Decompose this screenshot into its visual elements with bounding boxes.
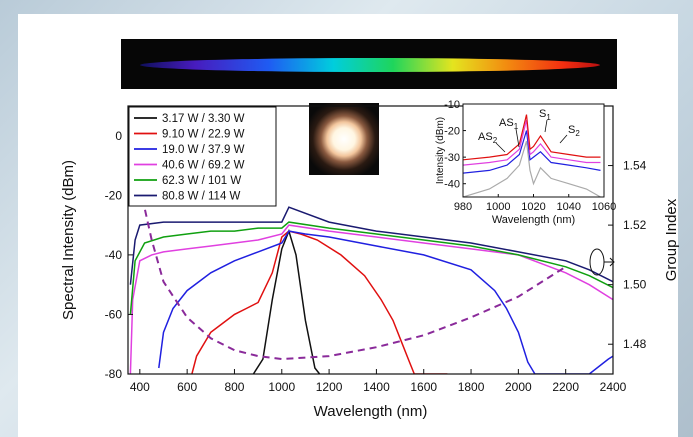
inset-x-tick-label: 1020: [521, 201, 545, 213]
spectrum-line-1: [252, 228, 321, 374]
legend-box: [128, 106, 277, 207]
y-tick-label: 0: [115, 129, 122, 143]
x-tick-label: 600: [177, 380, 197, 394]
inset-x-tick-label: 1000: [486, 201, 510, 213]
x-tick-label: 1800: [458, 380, 485, 394]
inset-annotation-arrow: [559, 134, 568, 144]
legend-label: 9.10 W / 22.9 W: [162, 129, 245, 141]
y2-axis-label: Group Index: [663, 198, 680, 281]
inset-x-tick-label: 1060: [592, 201, 616, 213]
inset-y-tick-label: -30: [444, 152, 460, 164]
y2-tick-label: 1.52: [623, 218, 647, 232]
inset-y-axis-label: Intensity (dBm): [435, 117, 446, 184]
spectrum-line-5: [129, 221, 613, 315]
axis-indicator-oval: [589, 248, 605, 276]
axis-indicator-arrow: [604, 257, 615, 267]
inset-annotation-arrow: [495, 142, 506, 153]
inset-annotation-arrow: [544, 119, 548, 133]
legend-label: 62.3 W / 101 W: [162, 175, 241, 187]
x-tick-label: 2400: [600, 380, 627, 394]
plot-area: [129, 186, 613, 374]
x-axis-label: Wavelength (nm): [314, 403, 428, 420]
x-tick-label: 1000: [268, 380, 295, 394]
inset-x-tick-label: 1040: [557, 201, 581, 213]
inset-peak-label: S1: [539, 108, 551, 122]
spectrum-band: [140, 58, 600, 72]
x-tick-label: 2000: [505, 380, 532, 394]
x-tick-label: 1200: [316, 380, 343, 394]
plot-frame: [127, 105, 614, 375]
legend-label: 19.0 W / 37.9 W: [162, 144, 245, 156]
spectrum-line-3: [158, 230, 613, 374]
legend-label: 80.8 W / 114 W: [162, 191, 241, 203]
y2-tick-label: 1.48: [623, 337, 647, 351]
inset-plot-area: [463, 114, 601, 197]
y-tick-label: -40: [105, 248, 123, 262]
inset-y-tick-label: -10: [444, 99, 460, 111]
inset-line-1: [463, 141, 601, 197]
y-axis-label: Spectral Intensity (dBm): [60, 160, 77, 320]
inset-peak-label: AS1: [499, 117, 519, 131]
x-tick-label: 400: [130, 380, 150, 394]
spectrum-line-4: [129, 224, 613, 374]
inset-y-tick-label: -20: [444, 126, 460, 138]
inset-y-tick-label: -40: [444, 179, 460, 191]
inset-peak-label: S2: [568, 124, 580, 138]
inset-line-3: [463, 119, 601, 166]
legend-label: 3.17 W / 3.30 W: [162, 113, 245, 125]
y-tick-label: -80: [105, 367, 123, 381]
y-tick-label: -20: [105, 188, 123, 202]
inset-line-2: [463, 130, 601, 174]
inset-line-4: [463, 114, 601, 161]
group-index-curve: [138, 186, 567, 361]
x-tick-label: 2200: [552, 380, 579, 394]
spectrum-line-6: [129, 206, 613, 285]
beam-profile-photo: [309, 103, 379, 175]
inset-peak-label: AS2: [478, 131, 498, 145]
y-tick-label: -60: [105, 307, 123, 321]
inset-x-axis-label: Wavelength (nm): [492, 214, 575, 226]
y2-tick-label: 1.54: [623, 159, 647, 173]
y2-tick-label: 1.50: [623, 278, 647, 292]
x-tick-label: 1600: [410, 380, 437, 394]
inset-x-tick-label: 980: [454, 201, 472, 213]
legend-label: 40.6 W / 69.2 W: [162, 160, 245, 172]
x-tick-label: 1400: [363, 380, 390, 394]
inset-annotation-arrow: [515, 128, 520, 148]
x-tick-label: 800: [224, 380, 244, 394]
